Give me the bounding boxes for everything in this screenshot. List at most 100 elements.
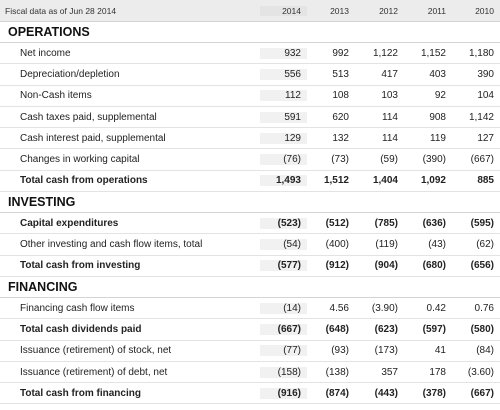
value-cell: (636) xyxy=(422,217,446,229)
section-heading: FINANCING xyxy=(0,277,500,298)
value-cell: 992 xyxy=(332,47,349,59)
table-row: Financing cash flow items (14) 4.56 (3.90) 0… xyxy=(0,298,500,320)
table-row: Depreciation/depletion 556 513 417 403 390 xyxy=(0,64,500,86)
row-label: Issuance (retirement) of stock, net xyxy=(20,345,172,357)
row-label: Changes in working capital xyxy=(20,154,140,166)
row-label: Depreciation/depletion xyxy=(20,68,120,80)
value-cell: 908 xyxy=(429,111,446,123)
value-cell: 1,092 xyxy=(420,175,446,187)
value-cell: 132 xyxy=(332,132,349,144)
value-cell: 119 xyxy=(430,132,446,144)
value-cell: 390 xyxy=(477,68,494,80)
value-cell: (3.60) xyxy=(467,366,494,378)
value-cell: 1,122 xyxy=(372,47,398,59)
value-cell: 127 xyxy=(477,132,494,144)
value-cell: (59) xyxy=(380,154,398,166)
year-header: 2013 xyxy=(330,5,349,16)
total-row: Total cash from operations 1,493 1,512 1,40… xyxy=(0,171,500,193)
value-cell: (916) xyxy=(260,387,307,399)
total-row: Total cash dividends paid (667) (648) (623)… xyxy=(0,319,500,341)
total-row: Total cash from investing (577) (912) (904)… xyxy=(0,256,500,277)
value-cell: (680) xyxy=(422,260,446,272)
value-cell: (656) xyxy=(470,260,494,272)
value-cell: 357 xyxy=(381,366,398,378)
value-cell: (54) xyxy=(260,239,307,251)
value-cell: (76) xyxy=(260,154,307,166)
value-cell: (874) xyxy=(325,387,349,399)
value-cell: 92 xyxy=(434,90,446,102)
table-row: Cash interest paid, supplemental 129 132 11… xyxy=(0,128,500,150)
value-cell: (580) xyxy=(470,323,494,335)
row-label: Non-Cash items xyxy=(20,90,92,102)
value-cell: (667) xyxy=(260,323,307,335)
value-cell: (595) xyxy=(470,217,494,229)
value-cell: 591 xyxy=(260,111,307,123)
value-cell: (623) xyxy=(374,323,398,335)
value-cell: 556 xyxy=(260,68,307,80)
value-cell: (138) xyxy=(325,366,349,378)
value-cell: (912) xyxy=(325,260,349,272)
row-label: Financing cash flow items xyxy=(20,302,135,314)
value-cell: 41 xyxy=(434,345,446,357)
value-cell: (158) xyxy=(260,366,307,378)
row-label: Capital expenditures xyxy=(20,217,119,229)
row-label: Other investing and cash flow items, tot… xyxy=(20,239,203,251)
value-cell: 885 xyxy=(477,175,494,187)
row-label: Total cash from investing xyxy=(20,260,141,272)
value-cell: (400) xyxy=(325,239,349,251)
value-cell: (62) xyxy=(476,239,494,251)
value-cell: (390) xyxy=(422,154,446,166)
value-cell: (523) xyxy=(260,217,307,229)
table-row: Other investing and cash flow items, tot… xyxy=(0,234,500,256)
total-row: Capital expenditures (523) (512) (785) (636)… xyxy=(0,213,500,235)
table-row: Cash taxes paid, supplemental 591 620 114 90… xyxy=(0,107,500,129)
value-cell: (77) xyxy=(260,345,307,357)
table-row: Changes in working capital (76) (73) (59) (3… xyxy=(0,149,500,171)
value-cell: 1,493 xyxy=(260,175,307,187)
row-label: Issuance (retirement) of debt, net xyxy=(20,366,168,378)
value-cell: (577) xyxy=(260,260,307,272)
row-label: Net income xyxy=(20,47,71,59)
table-header-row: Fiscal data as of Jun 28 2014 2014 2013 … xyxy=(0,0,500,22)
value-cell: (93) xyxy=(331,345,349,357)
value-cell: 4.56 xyxy=(329,302,349,314)
table-row: Net income 932 992 1,122 1,152 1,180 xyxy=(0,43,500,65)
value-cell: (648) xyxy=(325,323,349,335)
value-cell: 1,512 xyxy=(323,175,349,187)
value-cell: (785) xyxy=(374,217,398,229)
value-cell: (512) xyxy=(325,217,349,229)
value-cell: 1,180 xyxy=(468,47,494,59)
value-cell: 1,152 xyxy=(420,47,446,59)
value-cell: 0.42 xyxy=(426,302,446,314)
value-cell: 417 xyxy=(381,68,398,80)
section-heading: OPERATIONS xyxy=(0,22,500,43)
value-cell: 178 xyxy=(429,366,446,378)
table-row: Issuance (retirement) of stock, net (77) (… xyxy=(0,341,500,362)
row-label: Total cash dividends paid xyxy=(20,323,142,335)
value-cell: 513 xyxy=(332,68,349,80)
value-cell: (84) xyxy=(476,345,494,357)
value-cell: 1,142 xyxy=(468,111,494,123)
value-cell: 114 xyxy=(382,132,398,144)
table-body: OPERATIONS Net income 932 992 1,122 1,152 1,18… xyxy=(0,22,500,405)
value-cell: (904) xyxy=(374,260,398,272)
row-label: Total cash from financing xyxy=(20,387,141,399)
value-cell: 112 xyxy=(260,90,307,102)
fiscal-data-label: Fiscal data as of Jun 28 2014 xyxy=(5,5,117,16)
value-cell: 0.76 xyxy=(474,302,494,314)
value-cell: (597) xyxy=(422,323,446,335)
value-cell: (378) xyxy=(422,387,446,399)
value-cell: 129 xyxy=(260,132,307,144)
table-row: Non-Cash items 112 108 103 92 104 xyxy=(0,86,500,107)
table-row: Issuance (retirement) of debt, net (158) (… xyxy=(0,362,500,384)
value-cell: 114 xyxy=(382,111,398,123)
row-label: Total cash from operations xyxy=(20,175,148,187)
value-cell: 932 xyxy=(260,47,307,59)
row-label: Cash interest paid, supplemental xyxy=(20,132,166,144)
value-cell: (73) xyxy=(331,154,349,166)
value-cell: 108 xyxy=(332,90,349,102)
value-cell: 620 xyxy=(332,111,349,123)
value-cell: (173) xyxy=(374,345,398,357)
value-cell: 104 xyxy=(477,90,494,102)
